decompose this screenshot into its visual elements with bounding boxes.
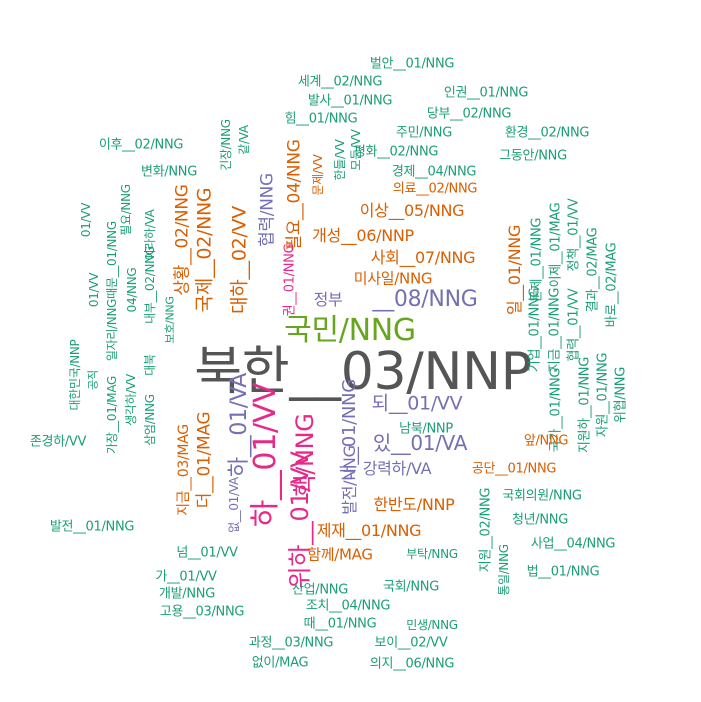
cloud-word: 04/NNG: [125, 267, 139, 313]
cloud-word: 존경하/VV: [29, 434, 87, 450]
cloud-word: 협력__01/VV: [566, 288, 582, 362]
cloud-word: 이제__01/MAG: [548, 202, 564, 288]
cloud-word: 생각하/VV: [124, 374, 138, 426]
cloud-word: 과정__03/NNG: [248, 635, 334, 651]
cloud-word: 없이/MAG: [251, 655, 309, 671]
cloud-word: 가장__01/MAG: [105, 375, 119, 455]
cloud-word: 당부__02/NNG: [426, 106, 512, 122]
cloud-word: 남북/NNP: [399, 421, 453, 437]
cloud-word: 넘__01/VV: [176, 545, 238, 561]
cloud-word: 필요/NNG: [119, 184, 133, 236]
cloud-word: 더__01/MAG: [194, 411, 215, 509]
cloud-word: 없__01/VA: [227, 477, 241, 533]
cloud-word: 사회__07/NNG: [370, 248, 476, 267]
cloud-word: 민생/NNG: [406, 618, 458, 632]
cloud-word: 발전__01/NNG: [49, 519, 135, 535]
cloud-word: 보호/NNG: [163, 296, 177, 344]
cloud-word: 함께/MAG: [307, 545, 373, 564]
cloud-word: 벌안__01/NNG: [369, 56, 455, 72]
cloud-word: 앞/NNG: [523, 433, 569, 449]
cloud-word: 공단__01/NNG: [471, 461, 557, 477]
cloud-word: 위협/NNG: [613, 366, 629, 424]
cloud-word: 정책__01/VV: [566, 198, 582, 272]
cloud-word: 공직: [86, 370, 100, 390]
cloud-word: 권__01/NNG: [282, 243, 298, 317]
cloud-word: 01/VV: [79, 202, 93, 238]
cloud-word: 부탁/NNG: [406, 547, 458, 561]
cloud-word: 일__01/NNG: [505, 224, 524, 316]
cloud-word: 평화__02/NNG: [353, 144, 439, 160]
cloud-word: 통일/NNG: [497, 544, 511, 596]
cloud-word: 한반도/NNP: [373, 495, 455, 514]
cloud-word: 청년/NNG: [511, 512, 569, 528]
cloud-word: 모든/VV: [349, 129, 363, 171]
cloud-word: 바로__02/MAG: [604, 242, 620, 328]
cloud-word: 국회의원/NNG: [502, 488, 582, 504]
cloud-word: 문제/VV: [311, 154, 325, 196]
cloud-word: 북한__03/NNP: [194, 342, 532, 402]
cloud-word: 경제__04/NNG: [391, 164, 477, 180]
cloud-word: __08/NNG: [372, 287, 478, 312]
cloud-word: 개발/NNG: [158, 586, 216, 602]
cloud-word: 되__01/VV: [371, 392, 463, 415]
cloud-word: 자원__01/NNG: [595, 352, 611, 438]
cloud-word: 때문__01/NNG: [105, 221, 119, 299]
cloud-word: 개성__06/NNP: [312, 226, 414, 245]
cloud-word: 하__01/VA: [227, 373, 252, 477]
cloud-word: 대북: [143, 354, 157, 376]
cloud-word: 01/VV: [87, 272, 101, 308]
cloud-word: 필요__04/NNG: [284, 139, 305, 251]
cloud-word: 고용__03/NNG: [159, 604, 245, 620]
cloud-word: 때__01/NNG: [303, 616, 377, 632]
cloud-word: 가__01/VV: [155, 569, 217, 585]
cloud-word: 협력/NNG: [257, 173, 278, 247]
cloud-word: 같/VA: [237, 125, 251, 155]
cloud-word: 조치__04/NNG: [305, 598, 391, 614]
cloud-word: 상황__02/NNG: [172, 184, 193, 296]
cloud-word: 의지__06/NNG: [369, 656, 455, 672]
cloud-word: 세계__02/NNG: [297, 74, 383, 90]
cloud-word: 발전/NNG: [340, 445, 359, 515]
cloud-word: 대한민국/NNP: [68, 339, 82, 411]
cloud-word: 제재__01/NNG: [316, 521, 422, 540]
cloud-word: 환경__02/NNG: [504, 125, 590, 141]
cloud-word: 사업__04/NNG: [530, 536, 616, 552]
cloud-word: 국민/NNG: [284, 313, 416, 348]
cloud-word: 보이__02/VV: [374, 635, 448, 651]
cloud-word: 긴장/NNG: [219, 119, 233, 171]
cloud-word: 내부__02/NNG: [143, 246, 157, 324]
cloud-word: 주민/NNG: [395, 125, 453, 141]
cloud-word: 결과__02/MAG: [585, 227, 601, 313]
cloud-word: 지금__03/MAG: [176, 424, 192, 516]
cloud-word: 그동안/NNG: [499, 148, 567, 164]
cloud-word: 일자리/NNG: [105, 298, 119, 362]
cloud-word: 하__01/VV: [248, 382, 283, 528]
cloud-word: 이상__05/NNG: [359, 201, 465, 220]
cloud-word: 산업/NNG: [291, 582, 349, 598]
cloud-word: 의료__02/NNG: [392, 181, 478, 197]
cloud-word: 변화/NNG: [140, 164, 198, 180]
cloud-word: 지원하__01/NNG: [577, 356, 593, 454]
cloud-word: 대하__02/VV: [228, 206, 251, 314]
cloud-word: 지금__01/NNG: [547, 287, 563, 373]
cloud-word: 발사__01/NNG: [307, 93, 393, 109]
cloud-word: 삼엄/NNG: [143, 394, 157, 446]
cloud-word: 이후__02/NNG: [98, 137, 184, 153]
cloud-word: 국회/NNG: [382, 579, 440, 595]
cloud-word: 강력하/VA: [362, 459, 432, 478]
cloud-word: 법__01/NNG: [526, 564, 600, 580]
cloud-word: 정부: [313, 290, 343, 309]
cloud-word: 기업__01/NNG: [527, 287, 543, 373]
cloud-word: 지원__02/NNG: [478, 487, 494, 573]
cloud-word: 인권__01/NNG: [443, 85, 529, 101]
cloud-word: 한들/VV: [333, 139, 347, 181]
cloud-word: 힘__01/NNG: [284, 111, 358, 127]
cloud-word: 미사일/NNG: [353, 269, 433, 288]
cloud-word: 국제__02/NNG: [193, 187, 216, 313]
cloud-word: 있__01/VA: [372, 431, 468, 455]
cloud-word: 핵/NNG: [291, 413, 319, 497]
